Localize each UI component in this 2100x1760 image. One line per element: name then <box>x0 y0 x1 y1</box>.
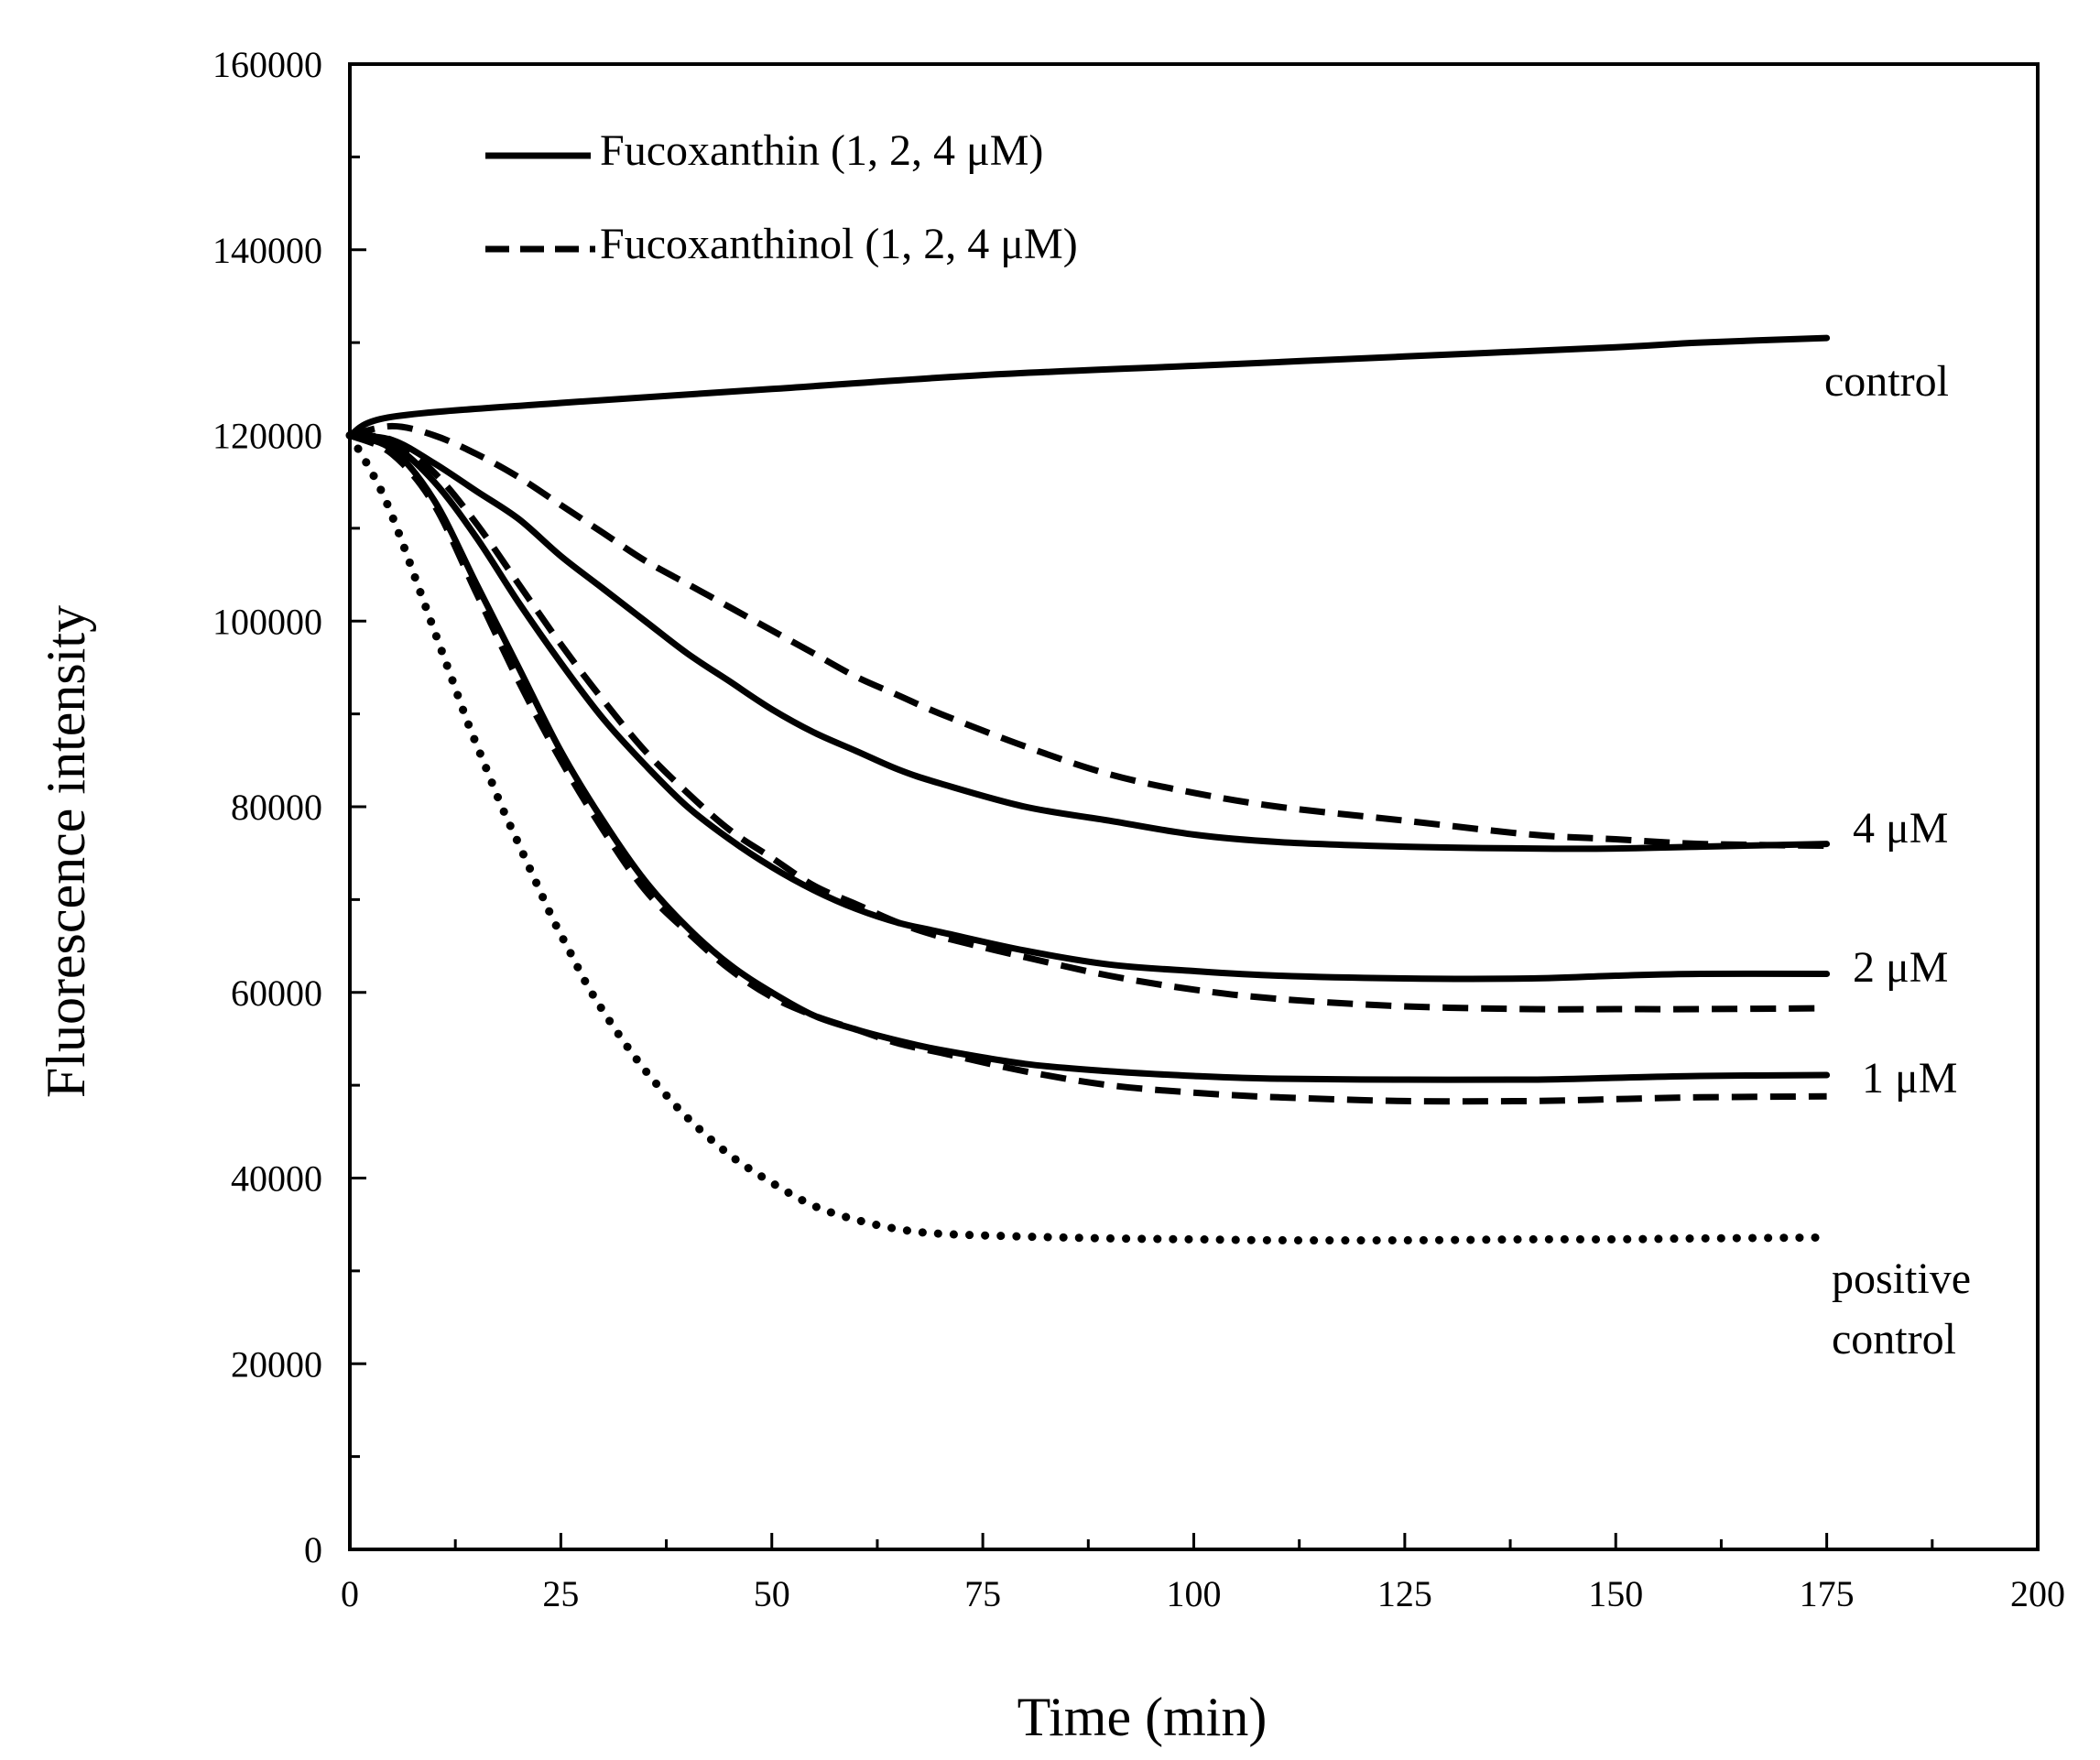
x-tick-label-175: 175 <box>1800 1573 1855 1614</box>
y-tick-label-0: 0 <box>304 1529 322 1570</box>
x-tick-label-0: 0 <box>341 1573 359 1614</box>
y-tick-label-100000: 100000 <box>212 601 322 642</box>
label-2um: 2 μM <box>1853 943 1948 992</box>
label-positive: positive <box>1832 1255 1971 1303</box>
y-tick-label-140000: 140000 <box>212 230 322 271</box>
y-tick-label-80000: 80000 <box>231 787 322 828</box>
series-lines <box>345 334 1832 1245</box>
y-axis-title: Fluorescence intensity <box>36 605 96 1098</box>
x-axis-tick-labels: 0 25 50 75 100 125 150 175 200 <box>341 1573 2065 1614</box>
y-tick-label-60000: 60000 <box>231 972 322 1014</box>
series-labels: control 4 μM 2 μM 1 μM positive control <box>1824 357 1971 1363</box>
x-tick-label-125: 125 <box>1377 1573 1432 1614</box>
label-1um: 1 μM <box>1862 1054 1957 1103</box>
legend-label-fucoxanthin: Fucoxanthin (1, 2, 4 μM) <box>600 126 1043 175</box>
x-tick-label-150: 150 <box>1588 1573 1643 1614</box>
y-tick-label-120000: 120000 <box>212 416 322 457</box>
label-control: control <box>1824 357 1949 406</box>
series-line-positive-control <box>345 431 1832 1245</box>
legend: Fucoxanthin (1, 2, 4 μM) Fucoxanthinol (… <box>485 126 1078 268</box>
x-axis-title: Time (min) <box>1017 1687 1268 1747</box>
series-line-fucoxanthin-2-m <box>346 432 1831 983</box>
label-4um: 4 μM <box>1853 804 1948 853</box>
series-line-control <box>346 334 1831 439</box>
x-tick-label-100: 100 <box>1167 1573 1222 1614</box>
label-positive-control: control <box>1832 1315 1956 1363</box>
x-axis-ticks <box>348 1533 2040 1549</box>
x-tick-label-25: 25 <box>542 1573 579 1614</box>
y-tick-label-40000: 40000 <box>231 1158 322 1200</box>
x-tick-label-200: 200 <box>2010 1573 2065 1614</box>
series-line-fucoxanthinol-2-m <box>349 432 1827 1013</box>
y-tick-label-20000: 20000 <box>231 1343 322 1385</box>
series-line-fucoxanthinol-1-m <box>348 432 1827 1105</box>
series-line-fucoxanthinol-4-m <box>349 422 1827 850</box>
y-tick-label-160000: 160000 <box>212 44 322 85</box>
x-tick-label-50: 50 <box>754 1573 790 1614</box>
x-tick-label-75: 75 <box>964 1573 1001 1614</box>
legend-label-fucoxanthinol: Fucoxanthinol (1, 2, 4 μM) <box>600 220 1078 268</box>
series-line-fucoxanthin-4-m <box>346 432 1831 853</box>
y-axis-tick-labels: 0 20000 40000 60000 80000 100000 120000 140000 1… <box>212 44 322 1570</box>
